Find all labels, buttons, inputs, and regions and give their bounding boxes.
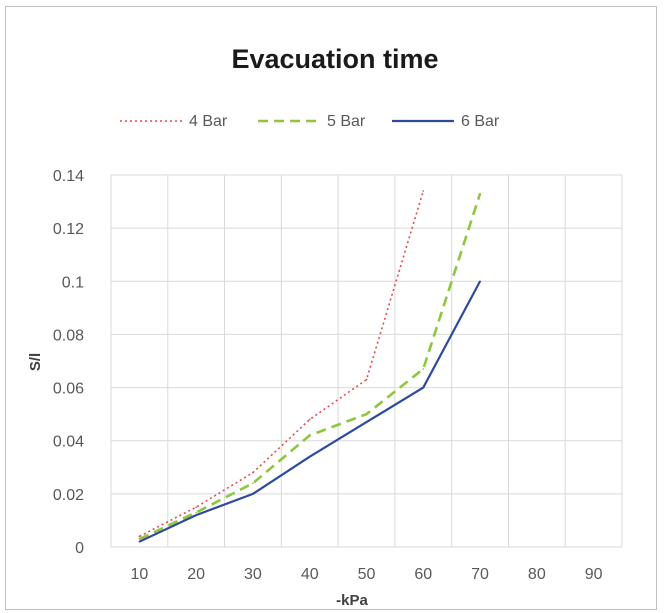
series-line: [138, 193, 482, 541]
data-point: [308, 418, 311, 421]
x-tick-label: 80: [528, 566, 546, 583]
gridlines: [110, 174, 623, 548]
data-point: [195, 506, 197, 508]
data-point: [365, 413, 368, 415]
chart-title: Evacuation time: [231, 44, 438, 74]
data-point: [308, 434, 311, 437]
x-tick-label: 30: [244, 566, 262, 583]
series-lines: [138, 190, 482, 543]
series-4-bar: [138, 190, 425, 538]
data-point: [422, 386, 425, 389]
x-tick-label: 20: [187, 566, 205, 583]
data-point: [195, 511, 197, 514]
x-tick-label: 70: [471, 566, 489, 583]
y-tick-label: 0.14: [53, 168, 84, 185]
data-point: [138, 535, 141, 538]
legend-label: 5 Bar: [327, 113, 366, 130]
data-point: [422, 368, 425, 370]
y-tick-label: 0.08: [53, 327, 84, 344]
data-point: [138, 538, 141, 540]
legend-item: 6 Bar: [392, 113, 500, 130]
y-tick-label: 0.02: [53, 487, 84, 504]
x-tick-label: 40: [301, 566, 319, 583]
legend-item: 5 Bar: [258, 113, 366, 130]
legend-label: 4 Bar: [189, 113, 228, 130]
legend-label: 6 Bar: [461, 113, 500, 130]
legend-item: 4 Bar: [120, 113, 228, 130]
data-point: [308, 455, 311, 458]
x-axis-title: -kPa: [336, 592, 368, 609]
series-line: [138, 280, 482, 543]
data-point: [365, 378, 368, 381]
data-point: [422, 190, 425, 192]
data-point: [252, 493, 254, 495]
data-point: [252, 471, 254, 474]
series-6-bar: [138, 280, 482, 543]
series-5-bar: [138, 192, 482, 541]
data-point: [365, 421, 368, 423]
x-tick-label: 10: [130, 566, 148, 583]
x-tick-label: 50: [358, 566, 376, 583]
axis-ticks: 0 0.02 0.04 0.06 0.08 0.1 0.12 0.14 10 20 30 40 50 60…: [53, 168, 603, 583]
y-tick-label: 0.06: [53, 381, 84, 398]
data-point: [195, 514, 197, 516]
y-tick-label: 0.12: [53, 221, 84, 238]
data-point: [479, 192, 481, 195]
data-point: [138, 540, 141, 543]
x-tick-label: 90: [585, 566, 603, 583]
x-tick-label: 60: [414, 566, 432, 583]
data-point: [479, 280, 481, 283]
y-tick-label: 0: [75, 540, 84, 557]
y-tick-label: 0.04: [53, 434, 84, 451]
y-axis-title: S/l: [27, 353, 44, 371]
series-line: [139, 190, 425, 538]
legend: 4 Bar 5 Bar 6 Bar: [120, 113, 500, 130]
chart-frame: [5, 6, 657, 610]
y-tick-label: 0.1: [62, 274, 84, 291]
data-point: [252, 482, 254, 485]
